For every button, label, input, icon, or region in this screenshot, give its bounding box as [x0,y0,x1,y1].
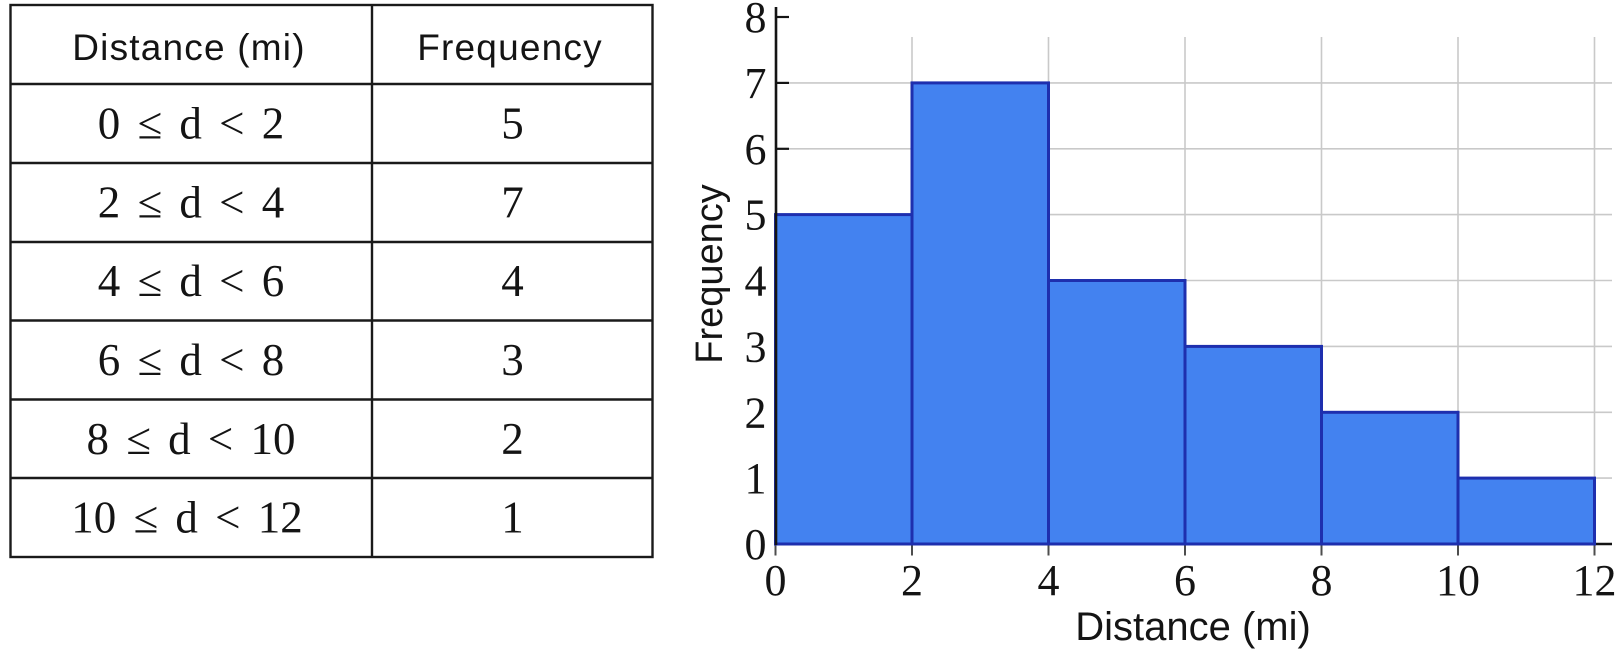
svg-text:12: 12 [1573,556,1616,605]
svg-text:0 ≤ d < 2: 0 ≤ d < 2 [98,99,285,149]
svg-text:0: 0 [745,520,767,569]
svg-text:Frequency: Frequency [689,184,731,364]
svg-text:1: 1 [745,454,767,503]
svg-text:10 ≤ d < 12: 10 ≤ d < 12 [71,493,303,543]
svg-text:3: 3 [745,322,767,371]
svg-text:7: 7 [745,59,767,108]
svg-text:2 ≤ d < 4: 2 ≤ d < 4 [98,178,285,228]
svg-text:8: 8 [745,0,767,42]
svg-text:7: 7 [501,178,524,228]
svg-text:1: 1 [501,493,524,543]
svg-text:10: 10 [1436,556,1480,605]
svg-text:Distance (mi): Distance (mi) [1075,605,1311,649]
svg-text:2: 2 [745,388,767,437]
svg-text:5: 5 [501,99,524,149]
svg-text:4: 4 [1038,556,1060,605]
svg-text:4 ≤ d < 6: 4 ≤ d < 6 [98,256,285,306]
svg-text:8 ≤ d < 10: 8 ≤ d < 10 [86,414,295,464]
svg-text:4: 4 [745,257,767,306]
svg-text:8: 8 [1311,556,1333,605]
svg-text:5: 5 [745,191,767,240]
svg-text:0: 0 [765,556,787,605]
svg-text:6 ≤ d < 8: 6 ≤ d < 8 [98,335,285,385]
svg-text:6: 6 [1174,556,1196,605]
svg-text:3: 3 [501,335,524,385]
svg-text:2: 2 [501,414,524,464]
svg-text:Distance (mi): Distance (mi) [72,27,306,68]
svg-text:4: 4 [501,256,524,306]
svg-text:6: 6 [745,125,767,174]
svg-text:2: 2 [901,556,923,605]
svg-text:Frequency: Frequency [417,27,603,68]
